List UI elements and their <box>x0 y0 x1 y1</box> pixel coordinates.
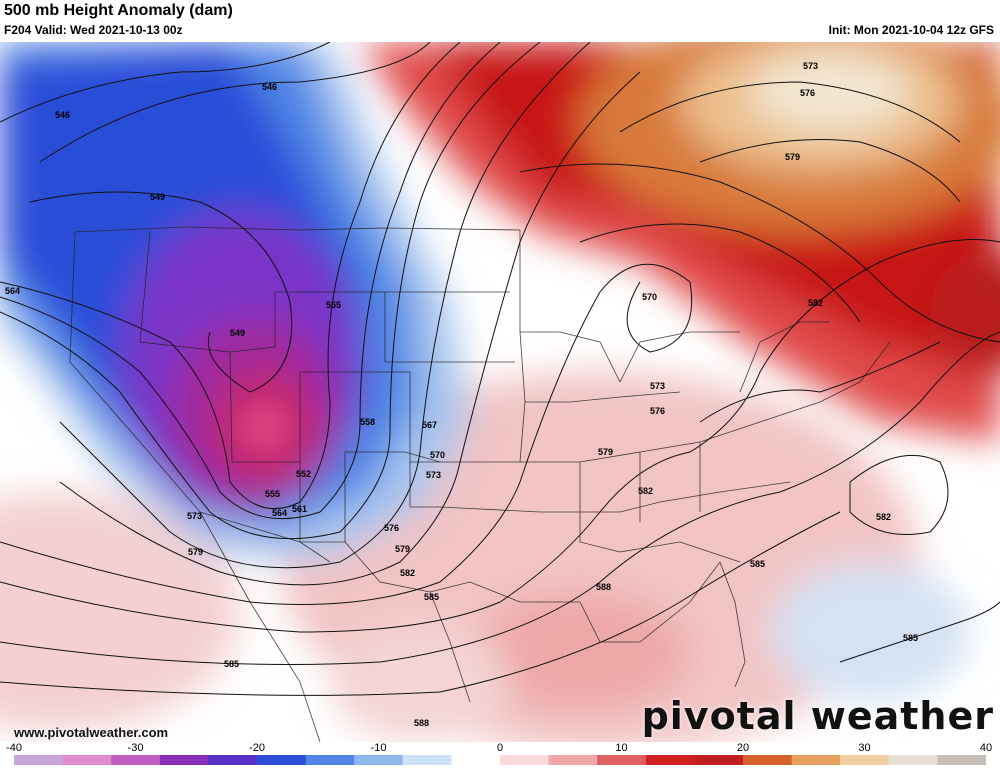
contour-label: 564 <box>5 286 20 296</box>
contour-label: 579 <box>785 152 800 162</box>
contour-label: 576 <box>650 406 665 416</box>
contour-label: 582 <box>400 568 415 578</box>
contour-label: 576 <box>800 88 815 98</box>
colorbar-segment <box>257 755 307 765</box>
contour-label: 579 <box>188 547 203 557</box>
colorbar-segment <box>645 755 695 765</box>
colorbar-segment <box>208 755 258 765</box>
colorbar-segment <box>354 755 404 765</box>
contour-label: 573 <box>426 470 441 480</box>
contour-label: 546 <box>55 110 70 120</box>
colorbar <box>14 755 986 765</box>
anomaly-map[interactable]: 546 546 549 549 552 555 555 558 561 564 … <box>0 42 1000 742</box>
valid-time: F204 Valid: Wed 2021-10-13 00z <box>4 23 183 37</box>
contour-label: 567 <box>422 420 437 430</box>
colorbar-segment <box>451 755 501 765</box>
colorbar-segment <box>62 755 112 765</box>
map-title: 500 mb Height Anomaly (dam) <box>4 2 233 19</box>
colorbar-tick-label: 0 <box>496 742 504 754</box>
colorbar-segment <box>937 755 986 765</box>
colorbar-segment <box>791 755 841 765</box>
contour-label: 549 <box>150 192 165 202</box>
colorbar-segment <box>694 755 744 765</box>
contour-label: 582 <box>638 486 653 496</box>
website-link[interactable]: www.pivotalweather.com <box>14 725 169 740</box>
contour-label: 582 <box>808 298 823 308</box>
init-time: Init: Mon 2021-10-04 12z GFS <box>828 23 994 37</box>
anomaly-map-canvas: 546 546 549 549 552 555 555 558 561 564 … <box>0 42 1000 742</box>
colorbar-tick-label: 10 <box>615 742 628 754</box>
contour-label: 576 <box>384 523 399 533</box>
colorbar-tick-label: 30 <box>858 742 871 754</box>
colorbar-tick-label: -10 <box>370 742 387 754</box>
colorbar-segment <box>840 755 890 765</box>
colorbar-segment <box>888 755 938 765</box>
colorbar-segment <box>111 755 161 765</box>
colorbar-segment <box>305 755 355 765</box>
contour-label: 585 <box>424 592 439 602</box>
contour-label: 558 <box>360 417 375 427</box>
contour-label: 579 <box>395 544 410 554</box>
colorbar-tick-label: 20 <box>736 742 750 754</box>
contour-label: 561 <box>292 504 307 514</box>
colorbar-segment <box>402 755 452 765</box>
colorbar-ticks: -40 -30 -20 -10 0 10 20 30 40 <box>0 742 1000 756</box>
contour-label: 588 <box>414 718 429 728</box>
colorbar-segment <box>548 755 598 765</box>
contour-label: 546 <box>262 82 277 92</box>
contour-label: 573 <box>187 511 202 521</box>
contour-label: 573 <box>650 381 665 391</box>
contour-label: 555 <box>265 489 280 499</box>
colorbar-tick-label: -20 <box>249 742 265 754</box>
colorbar-segment <box>597 755 647 765</box>
contour-label: 582 <box>876 512 891 522</box>
contour-label: 570 <box>642 292 657 302</box>
contour-label: 555 <box>326 300 341 310</box>
state-borders <box>69 226 891 742</box>
height-contours <box>0 42 1000 696</box>
colorbar-tick-label: 40 <box>979 742 993 754</box>
map-header: 500 mb Height Anomaly (dam) F204 Valid: … <box>0 0 1000 42</box>
contour-label: 585 <box>903 633 918 643</box>
contour-label: 549 <box>230 328 245 338</box>
contour-label: 564 <box>272 508 287 518</box>
brand-logo-text: pivotal weather <box>641 694 994 738</box>
contour-label: 552 <box>296 469 311 479</box>
contour-label: 579 <box>598 447 613 457</box>
contour-label: 585 <box>750 559 765 569</box>
colorbar-tick-label: -40 <box>6 742 22 754</box>
colorbar-segment <box>743 755 793 765</box>
colorbar-gradient <box>14 755 986 765</box>
contour-label: 588 <box>596 582 611 592</box>
contour-label-group: 546 546 549 549 552 555 555 558 561 564 … <box>5 61 918 728</box>
contour-label: 573 <box>803 61 818 71</box>
colorbar-tick-label: -30 <box>127 742 144 754</box>
contour-label: 570 <box>430 450 445 460</box>
anomaly-shading <box>0 42 1000 742</box>
colorbar-segment <box>159 755 209 765</box>
contour-label: 585 <box>224 659 239 669</box>
colorbar-segment <box>14 755 64 765</box>
colorbar-segment <box>500 755 550 765</box>
